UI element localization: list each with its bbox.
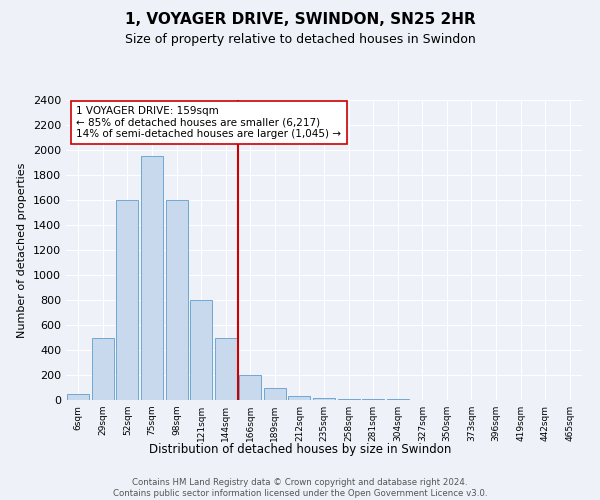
Text: Contains HM Land Registry data © Crown copyright and database right 2024.
Contai: Contains HM Land Registry data © Crown c… bbox=[113, 478, 487, 498]
Bar bbox=[190, 300, 212, 400]
Bar bbox=[116, 200, 139, 400]
Bar bbox=[215, 338, 237, 400]
Text: Distribution of detached houses by size in Swindon: Distribution of detached houses by size … bbox=[149, 442, 451, 456]
Bar bbox=[141, 156, 163, 400]
Bar bbox=[264, 388, 286, 400]
Y-axis label: Number of detached properties: Number of detached properties bbox=[17, 162, 28, 338]
Bar bbox=[67, 394, 89, 400]
Text: Size of property relative to detached houses in Swindon: Size of property relative to detached ho… bbox=[125, 32, 475, 46]
Bar bbox=[338, 399, 359, 400]
Text: 1, VOYAGER DRIVE, SWINDON, SN25 2HR: 1, VOYAGER DRIVE, SWINDON, SN25 2HR bbox=[125, 12, 475, 28]
Bar bbox=[313, 398, 335, 400]
Bar bbox=[239, 375, 262, 400]
Bar bbox=[92, 338, 114, 400]
Bar bbox=[289, 396, 310, 400]
Bar bbox=[166, 200, 188, 400]
Text: 1 VOYAGER DRIVE: 159sqm
← 85% of detached houses are smaller (6,217)
14% of semi: 1 VOYAGER DRIVE: 159sqm ← 85% of detache… bbox=[76, 106, 341, 139]
